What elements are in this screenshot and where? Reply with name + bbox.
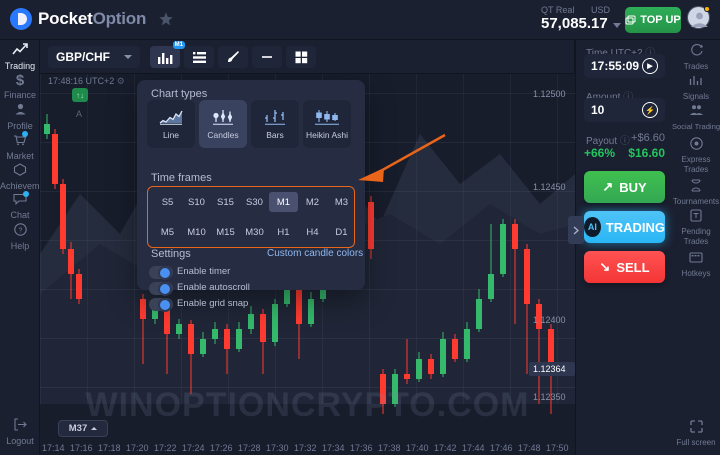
- svg-text:?: ?: [18, 228, 22, 235]
